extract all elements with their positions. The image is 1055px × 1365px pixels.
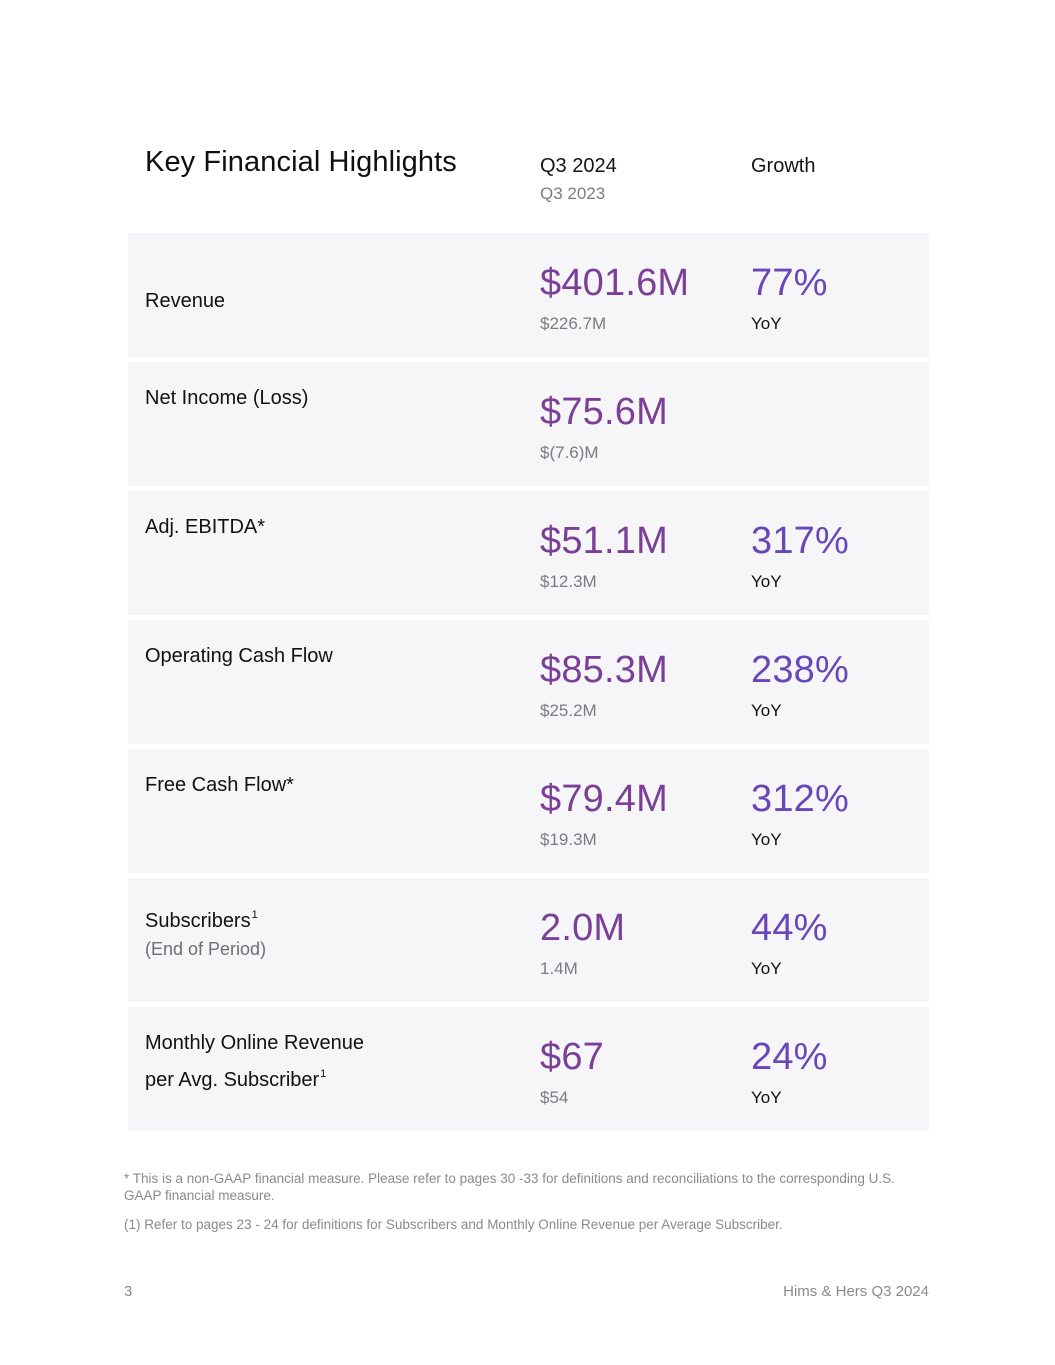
footnote-subscribers: (1) Refer to pages 23 - 24 for definitio…: [124, 1217, 783, 1232]
monthly-revenue-label-line2: per Avg. Subscriber: [145, 1069, 320, 1091]
current-period-header: Q3 2024: [540, 155, 617, 177]
prior-value: $12.3M: [540, 572, 597, 591]
current-value: $51.1M: [540, 520, 668, 562]
prior-period-header: Q3 2023: [540, 184, 606, 203]
table-row: Monthly Online Revenue per Avg. Subscrib…: [128, 1007, 929, 1131]
table-row: Operating Cash Flow $85.3M $25.2M 238% Y…: [128, 620, 929, 744]
growth-unit: YoY: [751, 830, 782, 849]
row-label-free-cash-flow: Free Cash Flow*: [145, 774, 294, 796]
growth-unit: YoY: [751, 314, 782, 333]
page-number: 3: [124, 1283, 133, 1300]
table-row: Free Cash Flow* $79.4M $19.3M 312% YoY: [128, 749, 929, 873]
row-label-net-income: Net Income (Loss): [145, 387, 309, 409]
table-row: Adj. EBITDA* $51.1M $12.3M 317% YoY: [128, 491, 929, 615]
growth-unit: YoY: [751, 701, 782, 720]
current-value: $75.6M: [540, 391, 668, 433]
growth-unit: YoY: [751, 1088, 782, 1107]
growth-value: 312%: [751, 778, 849, 820]
subscribers-sublabel: (End of Period): [145, 939, 267, 959]
prior-value: $54: [540, 1088, 569, 1107]
table-row: Subscribers1 (End of Period) 2.0M 1.4M 4…: [128, 878, 929, 1002]
table-header: Key Financial Highlights Q3 2024 Q3 2023…: [0, 0, 1055, 232]
footnote-marker: 1: [320, 1068, 327, 1080]
growth-unit: YoY: [751, 959, 782, 978]
growth-value: 24%: [751, 1036, 828, 1078]
prior-value: $(7.6)M: [540, 443, 599, 462]
row-label-revenue: Revenue: [145, 290, 226, 312]
growth-unit: YoY: [751, 572, 782, 591]
growth-header: Growth: [751, 155, 816, 177]
growth-value: 77%: [751, 262, 828, 304]
growth-value: 238%: [751, 649, 849, 691]
current-value: $401.6M: [540, 262, 690, 304]
highlights-table: Revenue $401.6M $226.7M 77% YoY Net Inco…: [128, 233, 929, 1136]
footnote-non-gaap: * This is a non-GAAP financial measure. …: [124, 1171, 895, 1203]
footnote-marker: 1: [251, 909, 258, 921]
subscribers-label: Subscribers: [145, 910, 251, 932]
row-label-monthly-online-revenue: Monthly Online Revenue per Avg. Subscrib…: [145, 1028, 364, 1096]
current-value: $67: [540, 1036, 605, 1078]
growth-value: 317%: [751, 520, 849, 562]
monthly-revenue-label-line1: Monthly Online Revenue: [145, 1032, 365, 1054]
prior-value: $25.2M: [540, 701, 597, 720]
current-value: $79.4M: [540, 778, 668, 820]
table-row: Net Income (Loss) $75.6M $(7.6)M: [128, 362, 929, 486]
table-row: Revenue $401.6M $226.7M 77% YoY: [128, 233, 929, 357]
row-label-subscribers: Subscribers1 (End of Period): [145, 900, 266, 961]
prior-value: $226.7M: [540, 314, 607, 333]
prior-value: $19.3M: [540, 830, 597, 849]
growth-value: 44%: [751, 907, 828, 949]
prior-value: 1.4M: [540, 959, 578, 978]
footer-brand: Hims & Hers Q3 2024: [783, 1283, 929, 1300]
page-title: Key Financial Highlights: [145, 146, 457, 178]
row-label-adj-ebitda: Adj. EBITDA*: [145, 516, 266, 538]
current-value: 2.0M: [540, 907, 626, 949]
current-value: $85.3M: [540, 649, 668, 691]
row-label-operating-cash-flow: Operating Cash Flow: [145, 645, 333, 667]
